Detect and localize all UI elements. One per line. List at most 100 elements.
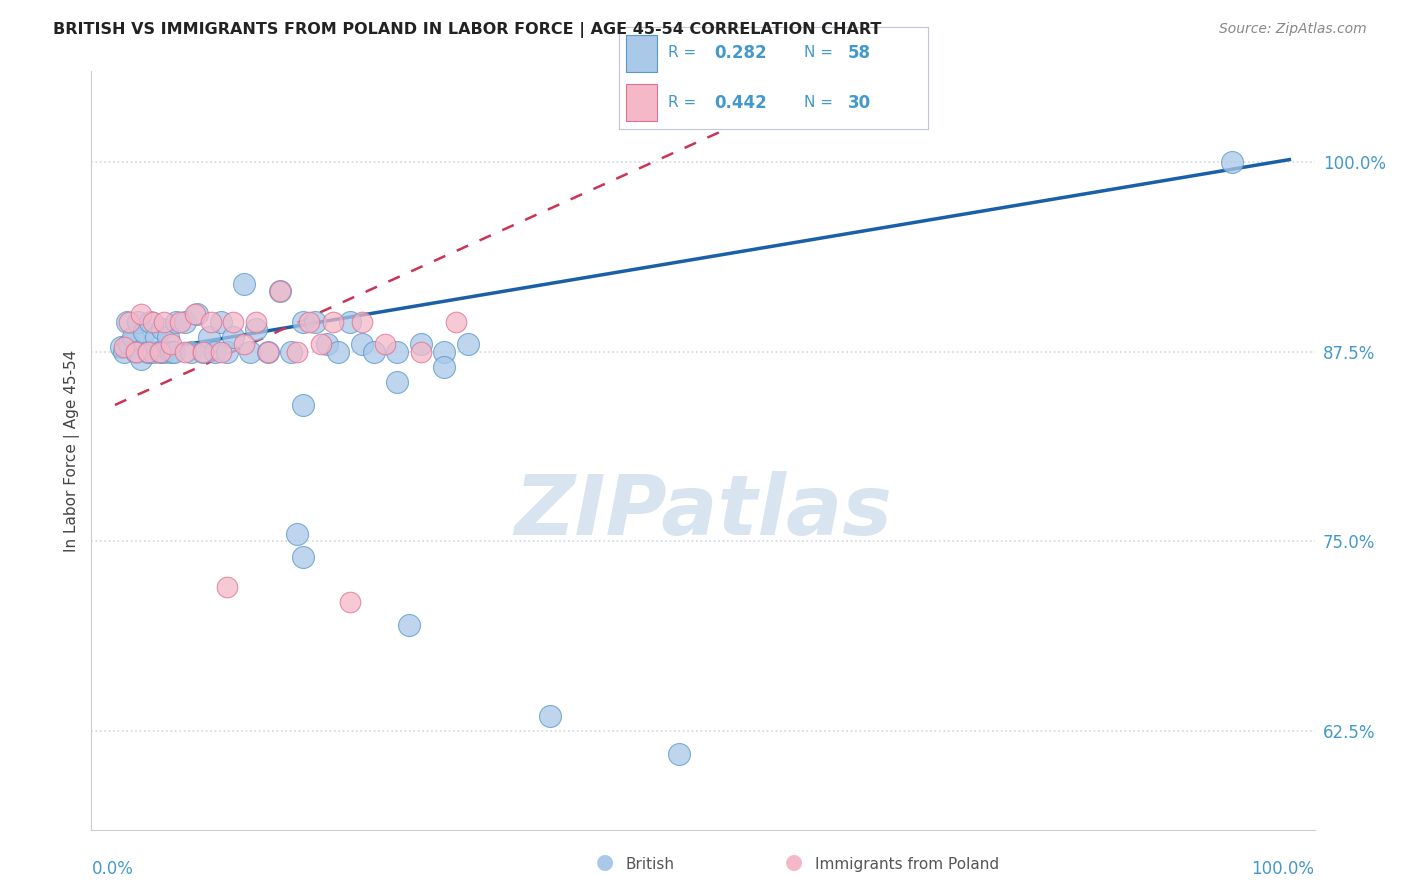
Point — [374, 337, 396, 351]
Point — [125, 344, 148, 359]
Point — [233, 277, 256, 291]
Point — [309, 337, 332, 351]
Point — [136, 344, 159, 359]
Point — [398, 618, 420, 632]
Point — [139, 315, 162, 329]
Text: 0.282: 0.282 — [714, 44, 768, 62]
Point — [121, 330, 143, 344]
Point — [1220, 155, 1243, 169]
Point — [204, 344, 226, 359]
Text: 58: 58 — [848, 44, 870, 62]
Bar — [626, 35, 657, 72]
Point — [165, 315, 187, 329]
Point — [156, 330, 179, 344]
Point — [209, 315, 232, 329]
Text: 0.0%: 0.0% — [91, 860, 134, 878]
Point — [409, 337, 432, 351]
Point — [134, 325, 156, 339]
Point — [163, 344, 186, 359]
Point — [256, 344, 278, 359]
Point — [350, 337, 373, 351]
Point — [538, 708, 561, 723]
Point — [112, 344, 135, 359]
Point — [118, 337, 141, 351]
Point — [136, 344, 159, 359]
Point — [239, 344, 262, 359]
Point — [339, 315, 361, 329]
Text: Source: ZipAtlas.com: Source: ZipAtlas.com — [1219, 22, 1367, 37]
Text: R =: R = — [668, 95, 702, 111]
Point — [315, 337, 337, 351]
Point — [409, 344, 432, 359]
Point — [129, 307, 152, 321]
Point — [160, 337, 183, 351]
Point — [292, 315, 315, 329]
Point — [339, 595, 361, 609]
Point — [221, 315, 243, 329]
Text: ●: ● — [596, 853, 613, 872]
Point — [385, 344, 409, 359]
Point — [129, 352, 152, 367]
Point — [215, 344, 238, 359]
Point — [118, 315, 141, 329]
Point — [191, 344, 214, 359]
Point — [269, 285, 291, 299]
Text: ZIPatlas: ZIPatlas — [515, 471, 891, 551]
Point — [321, 315, 343, 329]
Point — [233, 337, 256, 351]
Point — [221, 330, 243, 344]
Point — [363, 344, 385, 359]
Point — [141, 344, 163, 359]
Point — [145, 330, 167, 344]
Text: 100.0%: 100.0% — [1251, 860, 1315, 878]
Point — [444, 315, 467, 329]
Point — [150, 322, 173, 336]
Point — [433, 359, 456, 375]
Point — [153, 344, 176, 359]
Point — [141, 315, 163, 329]
Point — [200, 315, 222, 329]
Point — [668, 747, 690, 761]
Point — [110, 340, 132, 354]
Point — [245, 315, 267, 329]
Text: ●: ● — [786, 853, 803, 872]
Point — [433, 344, 456, 359]
Point — [174, 315, 197, 329]
Point — [180, 344, 202, 359]
Point — [160, 344, 183, 359]
Point — [245, 322, 267, 336]
Point — [149, 344, 172, 359]
Point — [292, 549, 315, 564]
Text: R =: R = — [668, 45, 702, 61]
Point — [285, 344, 308, 359]
Text: N =: N = — [804, 95, 838, 111]
Point — [191, 344, 214, 359]
Point — [256, 344, 278, 359]
Point — [115, 315, 138, 329]
Point — [292, 398, 315, 412]
Y-axis label: In Labor Force | Age 45-54: In Labor Force | Age 45-54 — [65, 350, 80, 551]
Point — [198, 330, 221, 344]
Bar — [626, 84, 657, 121]
Text: N =: N = — [804, 45, 838, 61]
Point — [350, 315, 373, 329]
Text: British: British — [626, 857, 675, 872]
Point — [385, 375, 409, 389]
Text: 30: 30 — [848, 94, 870, 112]
Point — [209, 344, 232, 359]
Text: BRITISH VS IMMIGRANTS FROM POLAND IN LABOR FORCE | AGE 45-54 CORRELATION CHART: BRITISH VS IMMIGRANTS FROM POLAND IN LAB… — [53, 22, 882, 38]
Text: 0.442: 0.442 — [714, 94, 768, 112]
Point — [169, 315, 191, 329]
Point — [184, 307, 207, 321]
Point — [215, 580, 238, 594]
Point — [457, 337, 479, 351]
Point — [285, 526, 308, 541]
Text: Immigrants from Poland: Immigrants from Poland — [815, 857, 1000, 872]
Point — [328, 344, 350, 359]
Point — [186, 307, 208, 321]
Point — [112, 340, 135, 354]
Point — [153, 315, 176, 329]
Point — [174, 344, 197, 359]
Point — [280, 344, 302, 359]
Point — [127, 315, 149, 329]
